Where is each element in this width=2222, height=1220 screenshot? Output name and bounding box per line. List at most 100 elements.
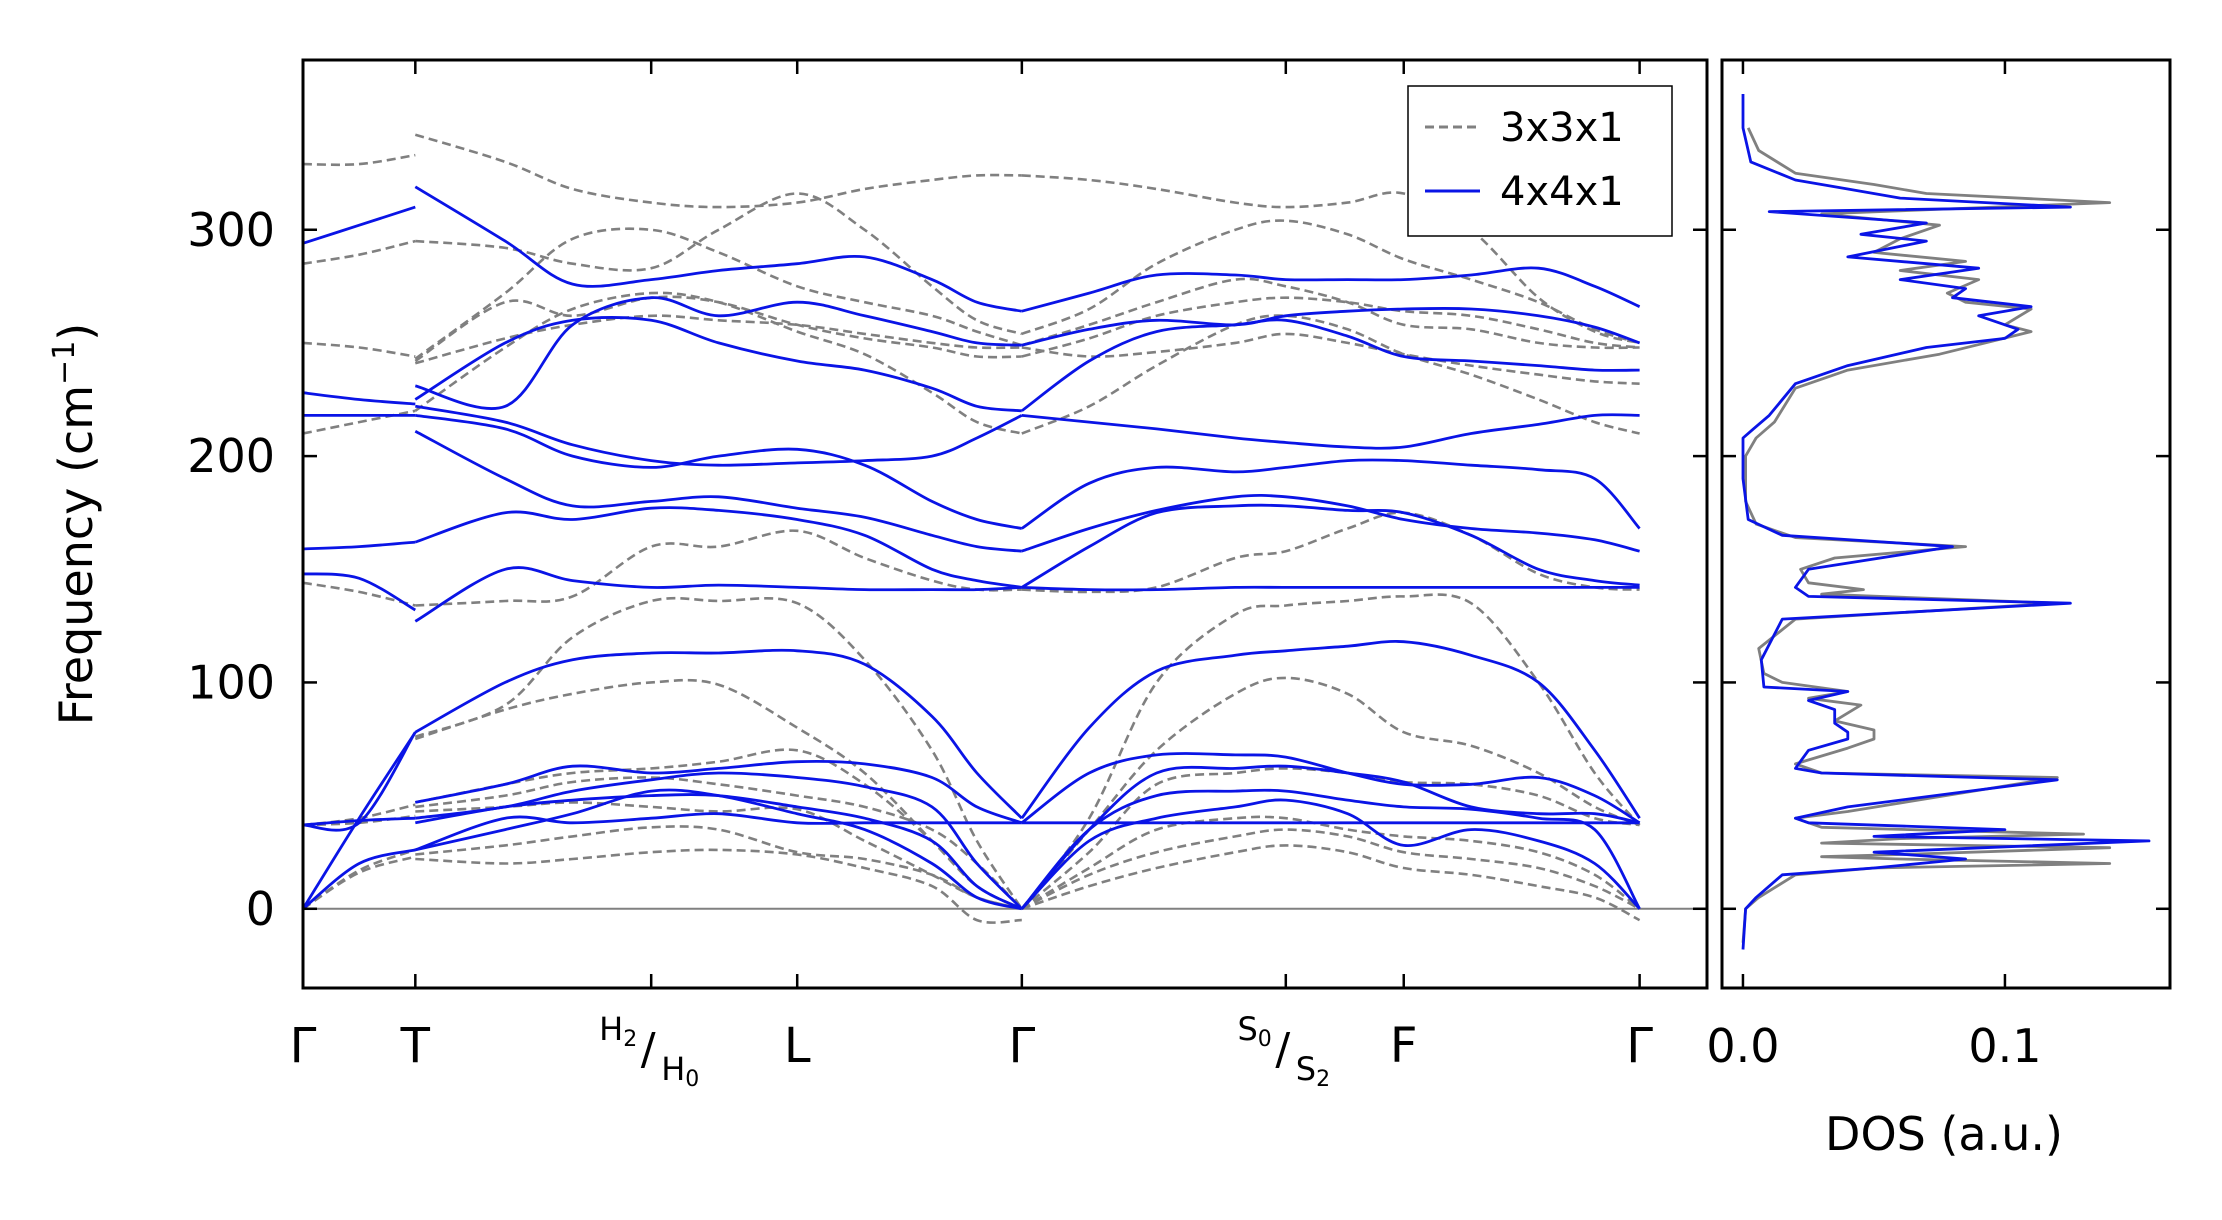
band-line-3x3x1-seg1-band1	[415, 192, 1023, 336]
band-xtick-fraction-label: H2/H0	[599, 1010, 699, 1092]
band-line-3x3x1-seg2-band3	[1021, 296, 1640, 358]
band-line-4x4x1-seg1-band5	[414, 429, 1022, 553]
band-line-3x3x1-seg1-band5	[414, 291, 1023, 435]
band-line-3x3x1-seg1-band13	[415, 848, 1022, 924]
band-line-3x3x1-seg1-band12	[415, 825, 1023, 911]
dos-xtick-label: 0.1	[1968, 1019, 2041, 1073]
band-line-3x3x1-seg2-band7	[1020, 593, 1641, 910]
band-plot-frame	[301, 58, 1709, 990]
band-line-4x4x1-seg1-band13	[414, 812, 1022, 852]
dos-plot-frame	[1720, 58, 2172, 990]
band-line-4x4x1-seg2-band12	[1020, 798, 1641, 910]
dos-x-axis-ticks: 0.0 0.1	[1706, 60, 2042, 1073]
band-line-3x3x1-seg2-band6	[1021, 511, 1640, 594]
band-line-3x3x1-seg2-band2	[1021, 277, 1640, 350]
y-axis-label: Frequency (cm−1)	[47, 323, 103, 726]
band-line-4x4x1-seg1-band6	[414, 506, 1023, 589]
band-xtick-label: Γ	[290, 1018, 317, 1074]
fraction-numerator: H2	[599, 1010, 637, 1052]
dos-line-3x3x1	[1741, 127, 2112, 943]
fraction-slash: /	[1275, 1024, 1290, 1075]
band-line-4x4x1-seg1-band3	[415, 404, 1023, 467]
band-line-4x4x1-seg1-band9	[415, 759, 1023, 825]
band-line-4x4x1-seg2-band2	[1020, 318, 1640, 412]
band-line-4x4x1-seg2-band1	[1021, 306, 1641, 347]
band-line-4x4x1-seg0-band4	[303, 572, 416, 612]
band-ytick-label: 0	[246, 882, 275, 936]
band-line-3x3x1-seg2-band4	[1021, 332, 1640, 385]
band-line-4x4x1-seg2-band6	[1021, 503, 1640, 589]
legend-label-3x3x1: 3x3x1	[1500, 105, 1624, 151]
band-line-3x3x1-seg2-band11	[1021, 828, 1641, 910]
band-series-3x3x1	[303, 133, 1641, 924]
legend: 3x3x1 4x4x1	[1407, 85, 1673, 237]
dos-xtick-label: 0.0	[1706, 1019, 1779, 1073]
band-curves	[303, 133, 1641, 924]
band-line-4x4x1-seg2-band11	[1020, 788, 1641, 910]
band-line-4x4x1-seg1-band12	[414, 788, 1023, 911]
band-line-3x3x1-seg2-band0	[1021, 174, 1640, 345]
dos-y-axis-ticks	[1722, 228, 2170, 911]
band-line-3x3x1-seg2-band5	[1021, 314, 1640, 435]
dos-panel: 0.0 0.1 DOS (a.u.)	[1706, 58, 2172, 1161]
band-line-3x3x1-seg2-band10	[1021, 815, 1641, 910]
band-x-axis-ticks: Γ T H2/H0L Γ S0/S2F Γ	[290, 60, 1653, 1092]
fraction-numerator: S0	[1237, 1010, 1271, 1052]
band-line-4x4x1-seg2-band10	[1020, 764, 1640, 910]
band-line-3x3x1-seg0-band2	[303, 341, 416, 358]
band-line-3x3x1-seg0-band1	[303, 239, 416, 265]
band-ytick-label: 300	[187, 203, 275, 257]
band-line-4x4x1-seg1-band8	[414, 648, 1023, 820]
band-line-4x4x1-seg2-band7	[1021, 585, 1640, 592]
band-line-4x4x1-seg0-band0	[303, 205, 416, 245]
band-line-4x4x1-seg1-band11	[415, 793, 1023, 911]
band-line-3x3x1-seg2-band8	[1020, 676, 1641, 910]
band-line-4x4x1-seg1-band2	[414, 316, 1022, 413]
band-line-4x4x1-seg2-band0	[1021, 266, 1641, 313]
fraction-denominator: H0	[661, 1050, 699, 1092]
band-line-3x3x1-seg1-band3	[414, 295, 1022, 363]
band-line-4x4x1-seg0-band5	[303, 731, 417, 832]
band-line-4x4x1-seg2-band3	[1021, 413, 1640, 450]
band-line-3x3x1-seg1-band9	[415, 748, 1023, 910]
band-line-3x3x1-seg1-band4	[414, 314, 1022, 365]
band-xtick-label: T	[400, 1018, 431, 1074]
band-line-4x4x1-seg0-band3	[303, 540, 416, 551]
band-ytick-label: 100	[187, 655, 275, 709]
band-line-4x4x1-seg1-band7	[414, 566, 1022, 623]
band-ytick-label: 200	[187, 429, 275, 483]
band-line-3x3x1-seg1-band6	[415, 529, 1022, 607]
band-line-3x3x1-seg2-band12	[1021, 844, 1641, 922]
band-xtick-label: Γ	[1008, 1018, 1035, 1074]
band-line-4x4x1-seg1-band4	[415, 414, 1023, 530]
band-xtick-label: L	[784, 1018, 811, 1074]
band-xtick-fraction-label: S0/S2	[1237, 1010, 1330, 1092]
band-line-4x4x1-seg2-band5	[1021, 494, 1640, 553]
dos-curves	[1741, 94, 2151, 950]
dos-x-axis-label: DOS (a.u.)	[1825, 1107, 2063, 1161]
dos-line-4x4x1	[1741, 94, 2151, 950]
band-line-3x3x1-seg0-band4	[303, 581, 416, 607]
band-y-axis-ticks: 0 100 200 300	[187, 203, 1707, 936]
band-line-3x3x1-seg0-band0	[303, 153, 416, 167]
legend-box	[1407, 85, 1673, 237]
band-xtick-label: F	[1390, 1018, 1418, 1074]
band-series-4x4x1	[303, 185, 1641, 911]
band-line-3x3x1-seg0-band3	[303, 409, 416, 435]
band-line-4x4x1-seg0-band7	[303, 848, 416, 910]
band-line-4x4x1-seg1-band10	[415, 771, 1023, 910]
band-line-4x4x1-seg2-band8	[1020, 640, 1641, 820]
legend-label-4x4x1: 4x4x1	[1500, 169, 1624, 215]
band-xtick-label: Γ	[1626, 1018, 1653, 1074]
fraction-slash: /	[641, 1024, 656, 1075]
band-line-4x4x1-seg1-band0	[414, 185, 1023, 313]
band-line-4x4x1-seg0-band1	[303, 391, 416, 406]
fraction-denominator: S2	[1296, 1050, 1330, 1092]
band-line-4x4x1-seg0-band8	[303, 731, 417, 910]
band-line-4x4x1-seg1-band1	[414, 296, 1022, 410]
band-line-3x3x1-seg1-band7	[414, 596, 1023, 910]
band-line-4x4x1-seg2-band4	[1021, 458, 1641, 530]
band-line-3x3x1-seg1-band0	[414, 133, 1022, 209]
